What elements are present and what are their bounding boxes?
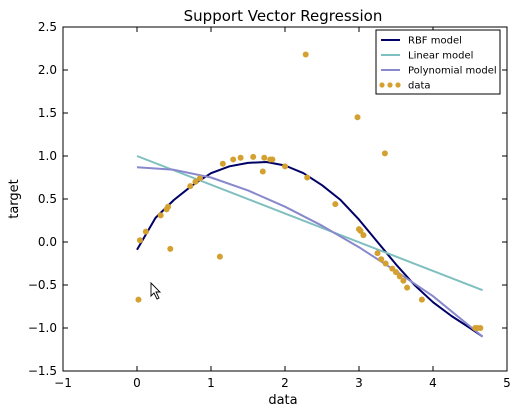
plot-area xyxy=(135,51,484,338)
data-point xyxy=(396,273,403,280)
data-point xyxy=(230,156,237,163)
legend-swatch-data xyxy=(395,82,401,88)
legend-label-data: data xyxy=(408,81,431,92)
mouse-cursor-icon xyxy=(150,281,162,300)
data-point xyxy=(269,156,276,163)
y-tick-label: 1.5 xyxy=(38,106,57,120)
legend-label-rbf-model: RBF model xyxy=(408,36,462,47)
data-point xyxy=(360,232,367,239)
y-tick-label: 2.0 xyxy=(38,63,57,77)
x-tick-label: −1 xyxy=(54,376,72,390)
data-point xyxy=(259,168,266,175)
x-axis-label: data xyxy=(268,393,297,408)
data-point xyxy=(393,269,399,276)
y-tick-label: −1.0 xyxy=(28,321,57,335)
y-tick-label: 2.5 xyxy=(38,20,57,34)
data-point xyxy=(381,150,388,157)
data-point xyxy=(167,245,174,252)
y-axis-label: target xyxy=(7,179,22,219)
data-point xyxy=(135,296,142,303)
linear-model-line xyxy=(136,155,483,292)
legend: RBF model Linear model Polynomial model dat… xyxy=(375,29,501,95)
data-point xyxy=(219,160,226,167)
data-point xyxy=(404,284,411,291)
data-point xyxy=(192,178,199,185)
y-tick-label: 0.0 xyxy=(38,235,57,249)
data-point xyxy=(382,260,389,267)
data-point xyxy=(400,277,407,284)
x-tick-label: 2 xyxy=(281,376,289,390)
data-point xyxy=(165,203,172,210)
data-point xyxy=(374,250,381,257)
data-point xyxy=(378,256,385,263)
data-point xyxy=(261,154,268,161)
data-point xyxy=(157,212,164,219)
data-point xyxy=(332,201,339,208)
data-point xyxy=(196,175,203,182)
y-tick-label: 0.5 xyxy=(38,192,57,206)
legend-swatch-data xyxy=(379,82,385,88)
data-point xyxy=(250,153,257,160)
data-point xyxy=(418,296,425,303)
data-point xyxy=(142,228,149,235)
data-point xyxy=(136,237,143,244)
axis-ticks: −1 0 1 2 3 4 5 −1.5 −1.0 −0.5 0.0 0.5 1.0 1.5 2.0 2.5 xyxy=(28,20,511,390)
data-point xyxy=(216,253,223,260)
data-point xyxy=(187,183,194,190)
y-tick-label: −0.5 xyxy=(28,278,57,292)
data-point xyxy=(357,227,364,234)
y-tick-label: 1.0 xyxy=(38,149,57,163)
x-tick-label: 4 xyxy=(429,376,437,390)
data-point xyxy=(477,325,484,331)
data-point xyxy=(237,154,244,161)
x-tick-label: 1 xyxy=(207,376,215,390)
polynomial-model-line xyxy=(136,166,484,338)
legend-label-linear-model: Linear model xyxy=(408,51,473,62)
data-point xyxy=(354,114,361,121)
x-tick-label: 5 xyxy=(503,376,511,390)
data-point xyxy=(304,174,311,181)
chart-title: Support Vector Regression xyxy=(184,7,383,25)
legend-swatch-data xyxy=(387,82,393,88)
x-tick-label: 3 xyxy=(355,376,363,390)
legend-label-polynomial-model: Polynomial model xyxy=(408,66,497,77)
data-point xyxy=(282,163,288,170)
x-tick-label: 0 xyxy=(133,376,141,390)
y-tick-label: −1.5 xyxy=(28,364,57,378)
data-point xyxy=(302,51,309,58)
